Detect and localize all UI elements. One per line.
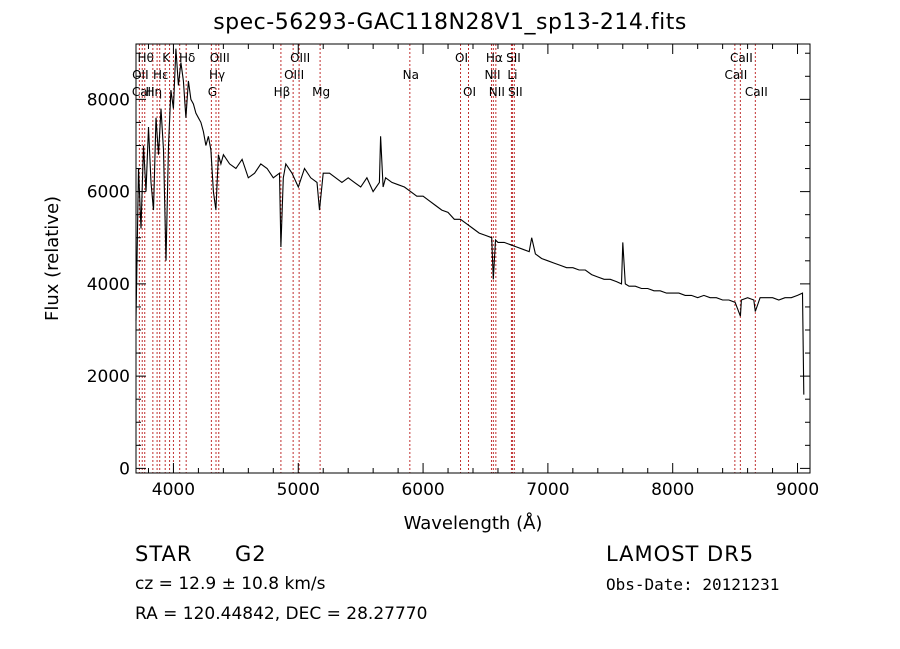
line-marker-label: OIII <box>290 51 310 65</box>
line-marker-label: Mg <box>312 85 330 99</box>
line-marker-label: Hε <box>153 68 169 82</box>
object-subclass: G2 <box>235 542 267 566</box>
line-marker-label: Hδ <box>179 51 195 65</box>
line-marker-label: OIII <box>284 68 304 82</box>
redshift-velocity: cz = 12.9 ± 10.8 km/s <box>135 574 326 594</box>
line-marker-label: CaII <box>730 51 753 65</box>
y-tick-label: 4000 <box>87 275 130 295</box>
y-tick-label: 8000 <box>87 90 130 110</box>
survey-name: LAMOST DR5 <box>606 542 755 566</box>
line-marker-label: Na <box>403 68 419 82</box>
line-marker-label: G <box>208 85 217 99</box>
line-marker-label: Li <box>507 68 517 82</box>
line-marker-label: CaII <box>132 85 155 99</box>
y-axis-label: Flux (relative) <box>42 196 63 321</box>
x-tick-label: 7000 <box>526 480 569 500</box>
plot-frame <box>135 43 811 474</box>
x-tick-label: 4000 <box>152 480 195 500</box>
line-marker-label: NII <box>489 85 505 99</box>
x-tick-label: 9000 <box>776 480 819 500</box>
line-marker-label: OI <box>455 51 468 65</box>
line-marker-label: OIII <box>210 51 230 65</box>
chart-title: spec-56293-GAC118N28V1_sp13-214.fits <box>213 10 687 35</box>
line-marker-label: Hα <box>486 51 503 65</box>
x-axis-label: Wavelength (Å) <box>404 512 543 534</box>
line-marker-label: Hβ <box>274 85 291 99</box>
line-marker-label: SII <box>508 85 523 99</box>
y-tick-label: 6000 <box>87 183 130 203</box>
line-marker-label: Hθ <box>138 51 154 65</box>
x-tick-label: 6000 <box>401 480 444 500</box>
line-marker-label: CaII <box>724 68 747 82</box>
y-tick-label: 2000 <box>87 367 130 387</box>
line-marker-label: OI <box>463 85 476 99</box>
line-marker-label: K <box>162 51 171 65</box>
x-tick-label: 5000 <box>277 480 320 500</box>
line-marker-label: SII <box>506 51 521 65</box>
y-tick-label: 0 <box>119 459 130 479</box>
observation-date: Obs-Date: 20121231 <box>606 575 780 594</box>
object-class: STAR <box>135 542 193 566</box>
line-marker-label: Hγ <box>209 68 225 82</box>
line-marker-label: Hη <box>146 85 163 99</box>
spectrum-line <box>135 48 805 395</box>
line-marker-label: NII <box>484 68 500 82</box>
line-marker-label: OII <box>132 68 149 82</box>
line-marker-label: CaII <box>745 85 768 99</box>
x-tick-label: 8000 <box>651 480 694 500</box>
ra-dec-coordinates: RA = 120.44842, DEC = 28.27770 <box>135 604 428 624</box>
